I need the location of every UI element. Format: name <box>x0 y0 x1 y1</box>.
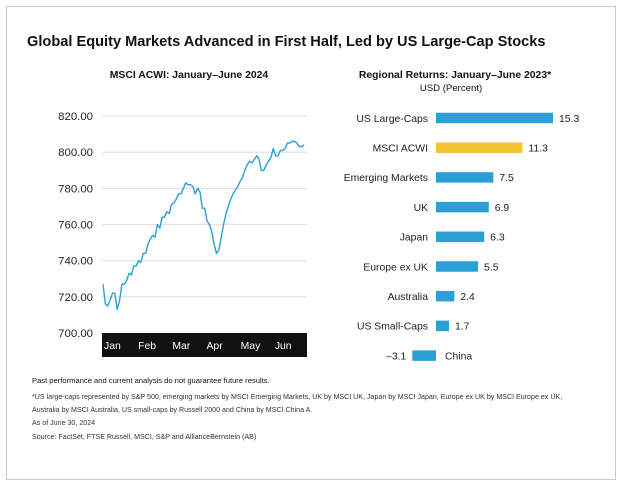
disclaimer: Past performance and current analysis do… <box>32 376 270 385</box>
x-tick-label: Feb <box>138 341 156 352</box>
y-tick-label: 800.00 <box>58 147 93 159</box>
y-tick-label: 760.00 <box>58 220 93 232</box>
source-note: Source: FactSet, FTSE Russell, MSCI, S&P… <box>32 433 257 441</box>
footnote-line-1: *US large-caps represented by S&P 500, e… <box>32 393 563 401</box>
line-chart-title: MSCI ACWI: January–June 2024 <box>109 70 269 81</box>
x-tick-label: May <box>241 341 261 352</box>
x-tick-label: Jun <box>275 341 292 352</box>
series-line <box>102 140 305 311</box>
x-tick-label: Jan <box>104 341 121 352</box>
x-tick-label: Mar <box>172 341 190 352</box>
y-tick-label: 740.00 <box>58 256 93 268</box>
chart-card <box>6 6 616 480</box>
y-tick-label: 780.00 <box>58 183 93 195</box>
chart-title: Global Equity Markets Advanced in First … <box>27 34 546 50</box>
y-tick-label: 720.00 <box>58 292 93 304</box>
footnote-line-2: Australia by MSCI Australia, US small-ca… <box>32 406 313 414</box>
x-tick-label: Apr <box>207 341 224 352</box>
x-axis-band <box>102 333 307 357</box>
y-tick-label: 700.00 <box>58 328 93 340</box>
as-of-date: As of June 30, 2024 <box>32 419 96 427</box>
bar-chart-unit: USD (Percent) <box>419 83 483 94</box>
y-tick-label: 820.00 <box>58 111 93 123</box>
bar-chart-title: Regional Returns: January–June 2023* <box>358 70 552 81</box>
